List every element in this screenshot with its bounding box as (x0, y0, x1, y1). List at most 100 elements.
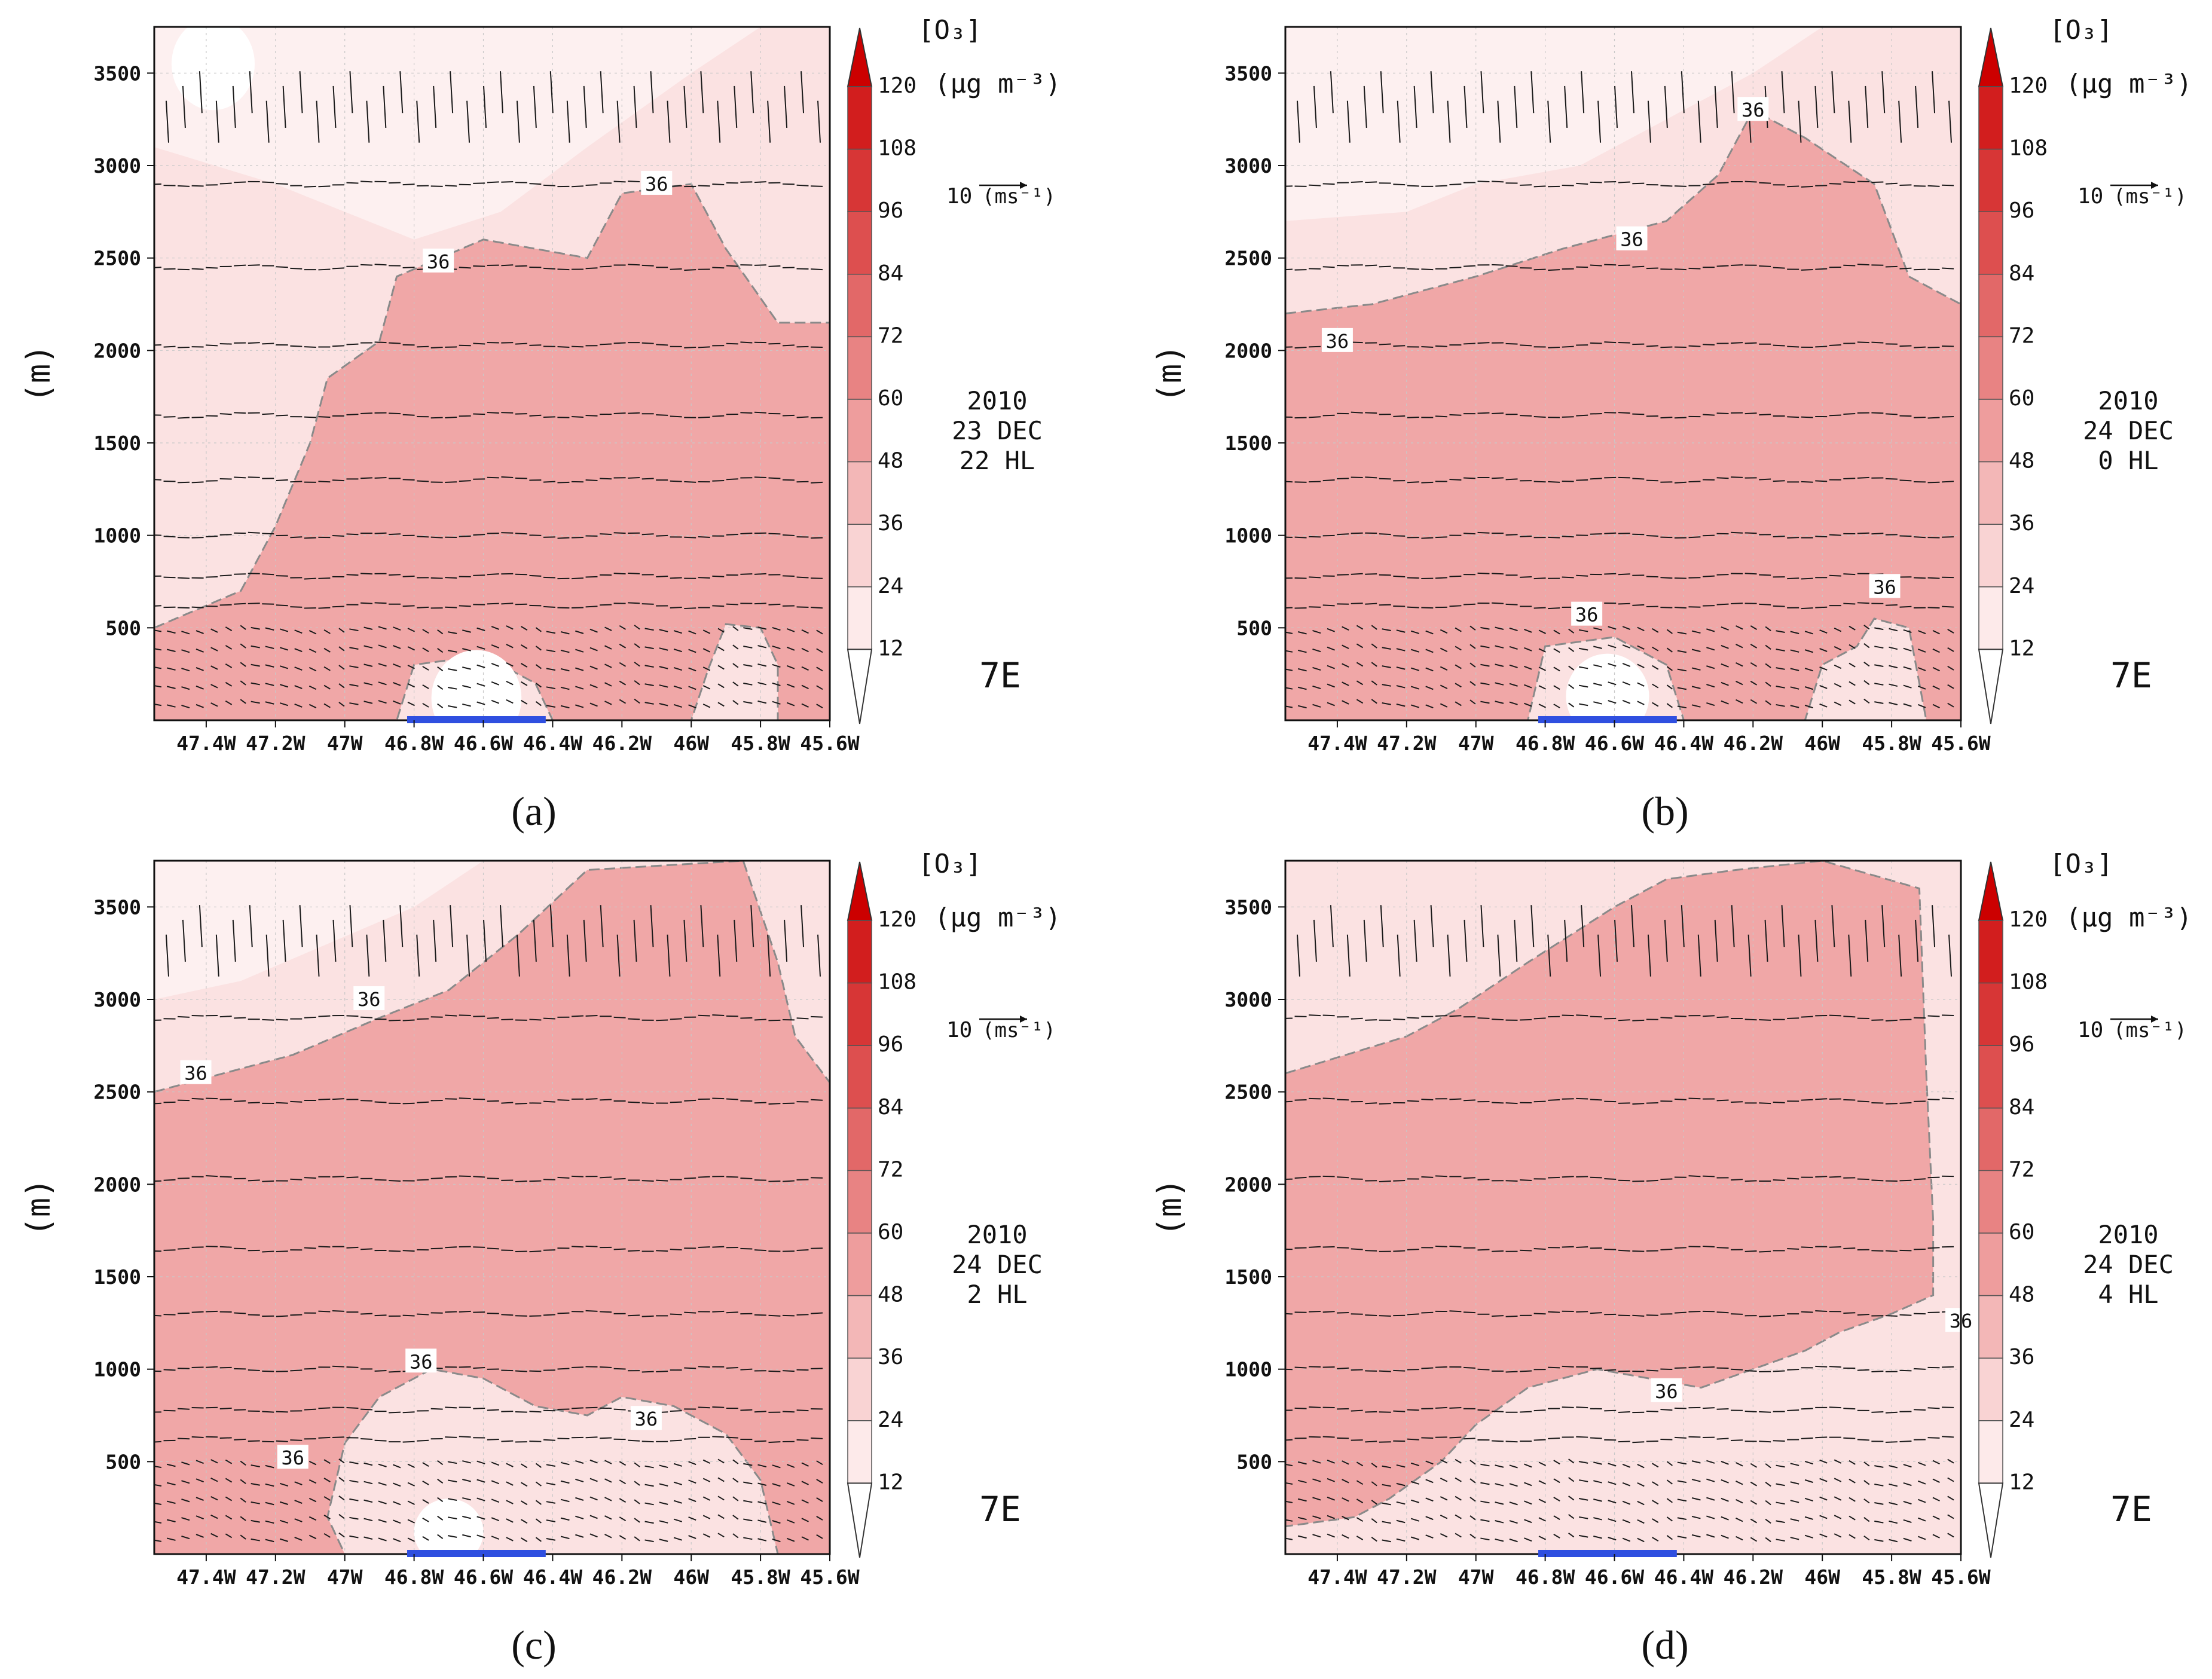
wind-vector (767, 100, 771, 143)
wind-vector (195, 1534, 204, 1538)
wind-vector (1765, 663, 1771, 668)
wind-vector (1759, 182, 1771, 184)
wind-vector (673, 630, 682, 634)
wind-vector (491, 662, 500, 667)
contour-36 (154, 861, 830, 1554)
wind-vector (717, 100, 721, 143)
wind-vector (1477, 1368, 1490, 1371)
wind-vector (1706, 702, 1715, 707)
wind-vector (349, 1461, 359, 1464)
wind-vector (1285, 1368, 1293, 1371)
wind-vector (389, 574, 401, 576)
wind-vector (529, 1411, 542, 1413)
region-label: 7E (979, 655, 1021, 696)
wind-vector (1495, 1538, 1504, 1542)
wind-vector (673, 649, 682, 653)
contour-label-bg (630, 1406, 662, 1430)
colorbar-title: [O₃] (2049, 849, 2113, 879)
wind-vector (659, 666, 668, 669)
wind-vector (1790, 686, 1799, 690)
wind-vector (1721, 663, 1729, 668)
wind-vector (1874, 1539, 1884, 1542)
wind-vector (1430, 905, 1434, 947)
wind-vector (1857, 532, 1869, 534)
wind-vector (644, 628, 654, 631)
wind-vector (294, 1518, 303, 1522)
wind-vector (566, 100, 570, 143)
x-tick-label: 46W (1804, 1565, 1840, 1589)
wind-vector (318, 481, 331, 483)
wind-vector (1371, 1463, 1377, 1468)
wind-vector (1885, 1250, 1898, 1252)
colorbar-tick-label: 120 (878, 74, 916, 98)
wind-vector (1356, 625, 1364, 630)
wind-vector (1889, 683, 1898, 687)
vector-scale-unit: (ms⁻¹) (982, 185, 1056, 209)
wind-vector (1917, 1517, 1926, 1522)
wind-vector (338, 665, 345, 670)
wind-vector (1440, 703, 1448, 708)
wind-vector (1834, 1478, 1842, 1482)
wind-vector (796, 1409, 809, 1412)
wind-vector (323, 1515, 331, 1519)
wind-vector (1750, 1500, 1758, 1505)
wind-vector (816, 1479, 823, 1484)
wind-vector (240, 1479, 246, 1484)
wind-vector (1674, 268, 1687, 271)
wind-vector (374, 1314, 387, 1317)
wind-vector (1440, 666, 1448, 671)
wind-vector (459, 1310, 471, 1313)
wind-vector (634, 1518, 640, 1523)
wind-vector (644, 1539, 654, 1543)
wind-vector (316, 100, 320, 143)
wind-vector (166, 1500, 176, 1504)
wind-vector (1382, 1484, 1391, 1487)
wind-vector (560, 1480, 570, 1484)
wind-vector (1834, 701, 1842, 707)
wind-vector (659, 647, 668, 651)
wind-vector (1568, 702, 1575, 708)
wind-vector (1297, 649, 1307, 653)
colorbar-tick-label: 12 (2009, 636, 2034, 660)
wind-vector (1747, 934, 1752, 977)
wind-vector (1863, 1480, 1870, 1485)
wind-vector (450, 905, 454, 947)
wind-vector (589, 665, 598, 670)
colorbar-band (847, 86, 872, 150)
wind-vector (506, 680, 514, 686)
wind-vector (1801, 1311, 1813, 1313)
wind-vector (1480, 682, 1490, 686)
wind-vector (1863, 1498, 1870, 1504)
contour-label: 36 (1655, 1380, 1678, 1403)
wind-vector (1660, 1248, 1673, 1250)
wind-vector (1721, 626, 1729, 631)
wind-vector (491, 681, 500, 686)
wind-vector (178, 1312, 190, 1314)
wind-vector (262, 1370, 274, 1372)
wind-vector (1736, 1517, 1743, 1522)
wind-vector (462, 703, 471, 707)
plot-area (1285, 27, 1961, 720)
wind-vector (430, 1247, 443, 1250)
wind-vector (166, 1482, 176, 1486)
colorbar-tick-label: 36 (2009, 1345, 2034, 1369)
wind-vector (1469, 699, 1476, 705)
wind-vector (560, 1536, 570, 1540)
wind-vector (225, 626, 233, 631)
wind-vector (219, 1176, 232, 1178)
wind-vector (476, 683, 485, 687)
wind-vector (1674, 607, 1687, 609)
wind-vector (549, 71, 554, 114)
wind-vector (768, 265, 781, 267)
wind-vector (1505, 1441, 1518, 1443)
wind-vector (535, 1537, 542, 1542)
wind-vector (407, 683, 415, 688)
wind-vector (250, 1519, 260, 1523)
wind-vector (585, 479, 598, 482)
plot-area (1285, 861, 1961, 1554)
wind-vector (1440, 1515, 1448, 1519)
wind-vector (786, 1537, 795, 1542)
wind-vector (1608, 644, 1617, 649)
wind-vector (1322, 414, 1335, 417)
x-tick-label: 46W (673, 732, 709, 755)
